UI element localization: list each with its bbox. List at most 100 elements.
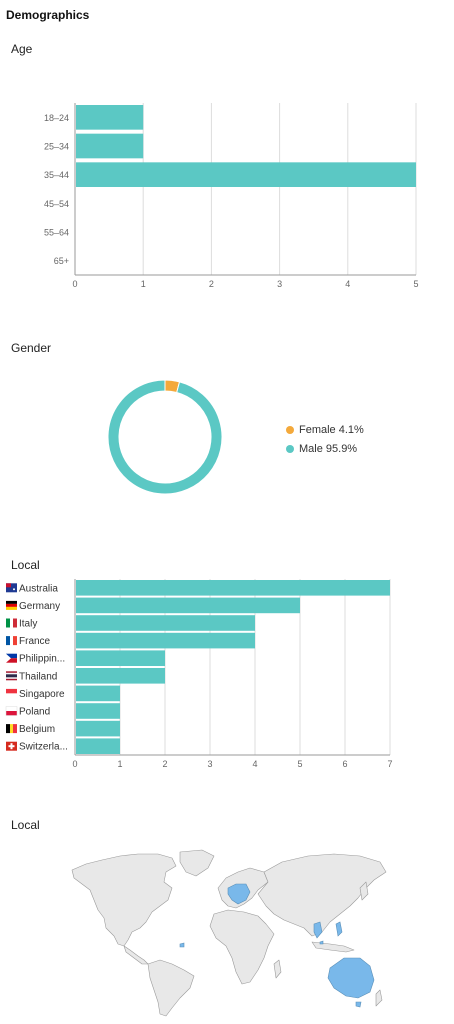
map-central-america xyxy=(123,945,149,965)
gender-donut-chart xyxy=(107,379,223,495)
map-highlight-australia xyxy=(327,957,375,999)
flag-part xyxy=(6,706,17,711)
gender-legend: Female 4.1% Male 95.9% xyxy=(286,420,364,458)
category-label-singapore: Singapore xyxy=(19,689,65,700)
flag-germany-icon xyxy=(6,600,17,610)
flag-singapore-icon xyxy=(6,688,17,698)
flag-france-icon xyxy=(6,636,17,646)
flag-part xyxy=(5,706,18,716)
flag-thailand-icon xyxy=(6,671,17,681)
flag-part xyxy=(6,674,17,678)
bar-18-24[interactable] xyxy=(76,105,144,130)
flag-part xyxy=(6,603,17,607)
map-new-zealand xyxy=(375,989,383,1007)
map-highlight-singapore xyxy=(319,940,324,945)
flag-part xyxy=(13,724,17,734)
map-north-america xyxy=(71,853,177,947)
bar-poland[interactable] xyxy=(76,703,120,719)
x-tick-label: 0 xyxy=(72,279,77,289)
flag-part xyxy=(6,583,17,593)
bar-35-44[interactable] xyxy=(76,162,416,187)
local-bar-section-title: Local xyxy=(11,558,40,572)
bar-france[interactable] xyxy=(76,632,255,649)
x-tick-label: 3 xyxy=(277,279,282,289)
flag-switzerland-icon xyxy=(6,741,17,751)
legend-item-female[interactable]: Female 4.1% xyxy=(286,420,364,439)
x-tick-label: 2 xyxy=(162,759,167,769)
x-tick-label: 7 xyxy=(387,759,392,769)
map-highlight-europe xyxy=(227,883,251,905)
flag-part xyxy=(13,618,17,628)
local-map-section-title: Local xyxy=(11,818,40,832)
map-japan xyxy=(359,881,369,901)
category-label-australia: Australia xyxy=(19,583,58,594)
category-label-thailand: Thailand xyxy=(19,671,57,682)
map-greenland xyxy=(179,849,215,877)
flag-poland-icon xyxy=(5,706,18,716)
world-map[interactable] xyxy=(68,848,390,1018)
bar-philippin[interactable] xyxy=(76,650,165,666)
map-africa xyxy=(209,909,275,985)
category-label-35-44: 35–44 xyxy=(44,170,69,180)
map-highlight-tasmania xyxy=(355,1001,362,1008)
flag-part xyxy=(6,688,17,694)
map-highlight-south-america-dot xyxy=(179,942,185,948)
category-label-55-64: 55–64 xyxy=(44,228,69,238)
flag-part xyxy=(6,606,17,610)
map-madagascar xyxy=(273,959,282,979)
category-label-philippin: Philippin... xyxy=(19,654,65,665)
category-label-germany: Germany xyxy=(19,601,60,612)
flag-australia-icon xyxy=(6,583,17,593)
category-label-france: France xyxy=(19,636,51,647)
bar-switzerla[interactable] xyxy=(76,738,120,754)
flag-part xyxy=(6,711,17,716)
x-tick-label: 4 xyxy=(252,759,257,769)
x-tick-label: 2 xyxy=(209,279,214,289)
flag-italy-icon xyxy=(6,618,17,628)
category-label-18-24: 18–24 xyxy=(44,113,69,123)
category-label-65: 65+ xyxy=(54,256,69,266)
x-tick-label: 4 xyxy=(345,279,350,289)
bar-singapore[interactable] xyxy=(76,685,120,702)
flag-part xyxy=(13,636,17,646)
category-label-switzerla: Switzerla... xyxy=(19,742,68,753)
age-bar-chart: 18–24 25–34 35–44 45–54 55–64 65+ 0 1 2 3 4 5 xyxy=(44,103,419,289)
bar-australia[interactable] xyxy=(76,580,390,596)
x-tick-label: 1 xyxy=(141,279,146,289)
legend-dot-female xyxy=(286,425,294,434)
page-title: Demographics xyxy=(6,8,90,22)
flag-part xyxy=(6,653,17,659)
legend-label-female: Female 4.1% xyxy=(299,423,364,436)
legend-item-male[interactable]: Male 95.9% xyxy=(286,439,364,458)
map-asia xyxy=(257,853,387,937)
flag-part xyxy=(10,636,13,646)
flag-part xyxy=(6,653,11,663)
bar-germany[interactable] xyxy=(76,597,300,614)
map-south-america xyxy=(147,959,195,1017)
legend-dot-male xyxy=(286,444,294,453)
flag-part xyxy=(8,745,15,748)
gender-section-title: Gender xyxy=(11,341,52,355)
bar-25-34[interactable] xyxy=(76,133,144,159)
x-tick-label: 1 xyxy=(117,759,122,769)
category-label-belgium: Belgium xyxy=(19,724,55,735)
local-country-bar-chart: Australia Germany Italy France Philippin... T… xyxy=(5,579,393,769)
category-label-25-34: 25–34 xyxy=(44,142,69,152)
flag-part xyxy=(6,583,11,588)
x-tick-label: 0 xyxy=(72,759,77,769)
x-tick-label: 5 xyxy=(297,759,302,769)
map-highlight-thailand xyxy=(313,921,323,939)
donut-slice-male[interactable] xyxy=(107,379,223,495)
flag-part xyxy=(6,618,10,628)
category-label-45-54: 45–54 xyxy=(44,199,69,209)
flag-part xyxy=(13,588,15,591)
flag-part xyxy=(6,693,17,698)
flag-part xyxy=(10,618,13,628)
flag-belgium-icon xyxy=(6,724,17,734)
legend-label-male: Male 95.9% xyxy=(299,442,358,455)
flag-part xyxy=(6,658,17,663)
map-indonesia xyxy=(311,941,355,953)
bar-italy[interactable] xyxy=(76,615,255,631)
bar-thailand[interactable] xyxy=(76,668,165,684)
bar-belgium[interactable] xyxy=(76,720,120,737)
